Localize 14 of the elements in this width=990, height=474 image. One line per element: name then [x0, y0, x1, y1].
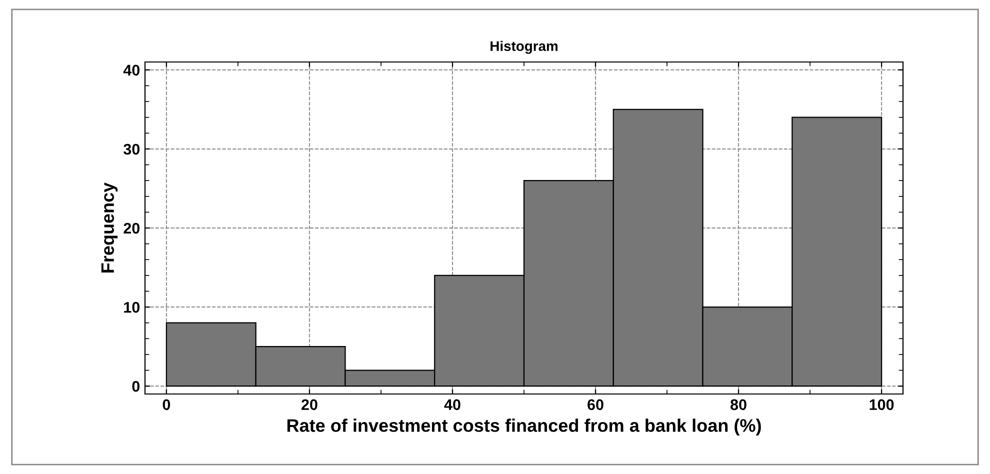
x-tick-label: 60	[588, 399, 604, 410]
y-tick-label: 30	[124, 144, 140, 155]
chart-title: Histogram	[490, 40, 558, 54]
x-tick-label: 0	[162, 399, 170, 410]
y-tick-label: 20	[124, 222, 140, 234]
x-tick-label: 80	[730, 399, 746, 410]
y-tick-label: 0	[132, 380, 140, 392]
x-tick-label: 20	[302, 399, 318, 410]
x-axis-title: Rate of investment costs financed from a bank loan (%)	[287, 418, 761, 436]
x-tick-label: 100	[870, 399, 894, 410]
y-axis-title: Frequency	[101, 182, 118, 272]
y-tick-label: 10	[124, 302, 140, 313]
x-tick-label: 40	[444, 399, 460, 410]
y-tick-label: 40	[123, 64, 140, 76]
